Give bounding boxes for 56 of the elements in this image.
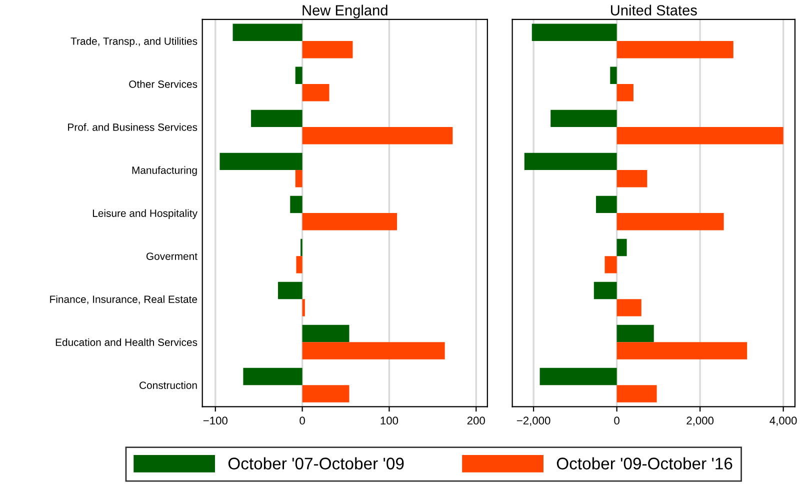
bar xyxy=(594,282,617,300)
x-tick-label: −2,000 xyxy=(516,416,550,426)
bar xyxy=(243,368,302,386)
bar xyxy=(616,238,627,256)
bar xyxy=(610,66,617,84)
y-tick-label: Finance, Insurance, Real Estate xyxy=(50,295,198,304)
y-tick-label: Goverment xyxy=(146,252,198,260)
bar xyxy=(295,66,302,84)
y-tick-label: Other Services xyxy=(129,80,198,88)
legend-label: October '09-October '16 xyxy=(556,457,732,470)
bar xyxy=(302,127,453,144)
bar xyxy=(302,324,350,342)
bar xyxy=(540,368,617,386)
y-tick-label: Education and Health Services xyxy=(56,338,198,346)
bar xyxy=(616,324,654,342)
y-tick-label: Construction xyxy=(140,381,197,390)
bar xyxy=(295,170,302,188)
bar xyxy=(616,127,784,144)
bar xyxy=(616,299,642,316)
bar xyxy=(604,256,617,274)
x-tick-label: −100 xyxy=(203,416,228,425)
bar xyxy=(616,342,748,360)
bar xyxy=(302,342,445,360)
y-tick-label: Prof. and Business Services xyxy=(68,123,198,131)
chart-title: United States xyxy=(610,4,697,16)
bar xyxy=(596,196,617,214)
x-tick-label: 0 xyxy=(614,416,620,425)
x-tick-label: 0 xyxy=(300,416,305,425)
y-tick-label: Leisure and Hospitality xyxy=(92,209,198,219)
x-tick-label: 2,000 xyxy=(686,416,714,426)
bar xyxy=(302,40,353,58)
y-tick-label: Manufacturing xyxy=(132,166,197,176)
bar xyxy=(550,110,617,128)
bar xyxy=(616,170,648,188)
bar xyxy=(302,84,330,102)
chart-title: New England xyxy=(302,4,388,18)
bar xyxy=(232,24,302,41)
bar xyxy=(278,282,302,300)
bar xyxy=(616,40,734,58)
bar xyxy=(220,152,302,170)
bar xyxy=(290,196,302,214)
bar xyxy=(524,152,617,170)
x-tick-label: 4,000 xyxy=(770,416,797,426)
bar xyxy=(302,299,305,316)
bar xyxy=(251,110,302,128)
bar xyxy=(616,385,657,402)
bar xyxy=(302,213,398,230)
y-tick-label: Trade, Transp., and Utilities xyxy=(70,37,198,47)
legend-label: October '07-October '09 xyxy=(228,457,404,470)
bar xyxy=(616,213,724,230)
bar xyxy=(296,256,302,274)
bar xyxy=(532,24,617,41)
bar xyxy=(302,385,350,402)
x-tick-label: 100 xyxy=(380,416,398,425)
x-tick-label: 200 xyxy=(467,416,485,425)
bar xyxy=(616,84,634,102)
